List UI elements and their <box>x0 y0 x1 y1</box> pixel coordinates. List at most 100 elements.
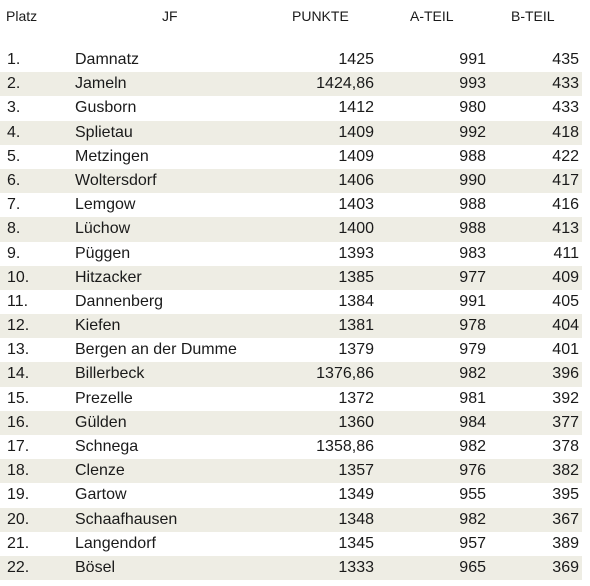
header-b-teil: B-TEIL <box>511 8 555 24</box>
cell-name: Schnega <box>75 438 139 455</box>
cell-platz: 21. <box>7 534 30 552</box>
cell-platz: 22. <box>7 558 30 576</box>
cell-name: Clenze <box>75 462 125 480</box>
cell-a-teil: 980 <box>459 99 486 117</box>
cell-a-teil: 978 <box>459 317 486 335</box>
cell-punkte: 1393 <box>338 244 374 262</box>
cell-punkte: 1425 <box>338 51 374 68</box>
cell-b-teil: 409 <box>552 268 579 286</box>
cell-name: Langendorf <box>75 534 156 552</box>
cell-platz: 3. <box>7 99 21 117</box>
cell-platz: 15. <box>7 389 30 407</box>
cell-punkte: 1409 <box>338 147 374 165</box>
cell-b-teil: 433 <box>552 99 579 117</box>
cell-b-teil: 401 <box>552 341 579 359</box>
cell-name: Woltersdorf <box>75 171 157 189</box>
cell-b-teil: 404 <box>552 317 579 335</box>
cell-a-teil: 988 <box>459 147 486 165</box>
cell-platz: 18. <box>7 462 30 480</box>
table-row: 22. Bösel 1333 965 369 <box>0 555 590 581</box>
row-stripe <box>0 410 582 435</box>
cell-punkte: 1333 <box>338 558 374 576</box>
cell-a-teil: 957 <box>459 534 486 552</box>
cell-punkte: 1409 <box>338 123 374 141</box>
cell-punkte: 1406 <box>338 171 374 189</box>
table-body: 1. Damnatz 1425 991 435 2. Jameln 1424,86 993 433… <box>0 48 590 581</box>
cell-b-teil: 392 <box>552 389 579 407</box>
cell-name: Dannenberg <box>75 292 164 310</box>
table-row: 18. Clenze 1357 976 382 <box>0 459 590 484</box>
cell-a-teil: 988 <box>459 196 486 214</box>
cell-platz: 20. <box>7 510 30 528</box>
cell-punkte: 1349 <box>338 486 374 504</box>
cell-b-teil: 382 <box>552 462 579 480</box>
cell-name: Splietau <box>75 123 133 141</box>
cell-a-teil: 993 <box>459 75 486 93</box>
cell-platz: 6. <box>7 171 21 189</box>
cell-punkte: 1376,86 <box>316 365 374 383</box>
cell-name: Billerbeck <box>75 365 145 383</box>
header-punkte: PUNKTE <box>292 8 349 24</box>
cell-b-teil: 378 <box>552 438 579 455</box>
table-row: 5. Metzingen 1409 988 422 <box>0 145 590 169</box>
cell-punkte: 1384 <box>338 292 374 310</box>
table-row: 10. Hitzacker 1385 977 409 <box>0 265 590 290</box>
cell-punkte: 1379 <box>338 341 374 359</box>
cell-platz: 19. <box>7 486 30 504</box>
header-platz: Platz <box>6 8 38 24</box>
header-a-teil: A-TEIL <box>410 8 454 24</box>
cell-platz: 14. <box>7 365 30 383</box>
row-stripe <box>0 555 582 581</box>
table-row: 13. Bergen an der Dumme 1379 979 401 <box>0 338 590 362</box>
cell-punkte: 1345 <box>338 534 374 552</box>
cell-b-teil: 367 <box>552 510 579 528</box>
cell-name: Hitzacker <box>75 268 142 286</box>
cell-name: Bösel <box>75 558 116 576</box>
cell-b-teil: 411 <box>553 244 579 262</box>
table-row: 12. Kiefen 1381 978 404 <box>0 314 590 339</box>
cell-punkte: 1412 <box>338 99 374 117</box>
cell-b-teil: 417 <box>552 171 579 189</box>
cell-name: Lüchow <box>75 220 131 238</box>
header-jf: JF <box>162 8 178 24</box>
cell-name: Jameln <box>75 75 127 93</box>
table-row: 14. Billerbeck 1376,86 982 396 <box>0 362 590 387</box>
cell-a-teil: 982 <box>459 365 486 383</box>
cell-platz: 12. <box>7 317 30 335</box>
cell-a-teil: 992 <box>459 123 486 141</box>
row-stripe <box>0 265 582 290</box>
cell-name: Lemgow <box>75 196 136 214</box>
cell-b-teil: 413 <box>552 220 579 238</box>
cell-b-teil: 422 <box>552 147 579 165</box>
cell-a-teil: 981 <box>459 389 486 407</box>
cell-a-teil: 979 <box>459 341 486 359</box>
row-stripe <box>0 459 582 484</box>
table-row: 16. Gülden 1360 984 377 <box>0 410 590 435</box>
table-row: 21. Langendorf 1345 957 389 <box>0 532 590 556</box>
cell-a-teil: 982 <box>459 438 486 455</box>
table-row: 15. Prezelle 1372 981 392 <box>0 387 590 411</box>
table-row: 8. Lüchow 1400 988 413 <box>0 217 590 242</box>
row-stripe <box>0 507 582 532</box>
table-row: 7. Lemgow 1403 988 416 <box>0 193 590 217</box>
cell-b-teil: 395 <box>552 486 579 504</box>
cell-platz: 16. <box>7 413 30 431</box>
cell-a-teil: 982 <box>459 510 486 528</box>
cell-platz: 17. <box>7 438 30 455</box>
cell-a-teil: 988 <box>459 220 486 238</box>
table-row: 3. Gusborn 1412 980 433 <box>0 96 590 120</box>
cell-name: Schaafhausen <box>75 510 178 528</box>
cell-a-teil: 977 <box>459 268 486 286</box>
cell-platz: 8. <box>7 220 21 238</box>
table-row: 6. Woltersdorf 1406 990 417 <box>0 168 590 194</box>
cell-b-teil: 435 <box>552 51 579 68</box>
cell-punkte: 1381 <box>338 317 374 335</box>
cell-name: Bergen an der Dumme <box>75 341 237 359</box>
cell-a-teil: 976 <box>459 462 486 480</box>
cell-a-teil: 990 <box>459 171 486 189</box>
cell-b-teil: 396 <box>552 365 579 383</box>
row-stripe <box>0 120 582 145</box>
cell-platz: 7. <box>7 196 21 214</box>
cell-name: Gartow <box>75 486 127 504</box>
